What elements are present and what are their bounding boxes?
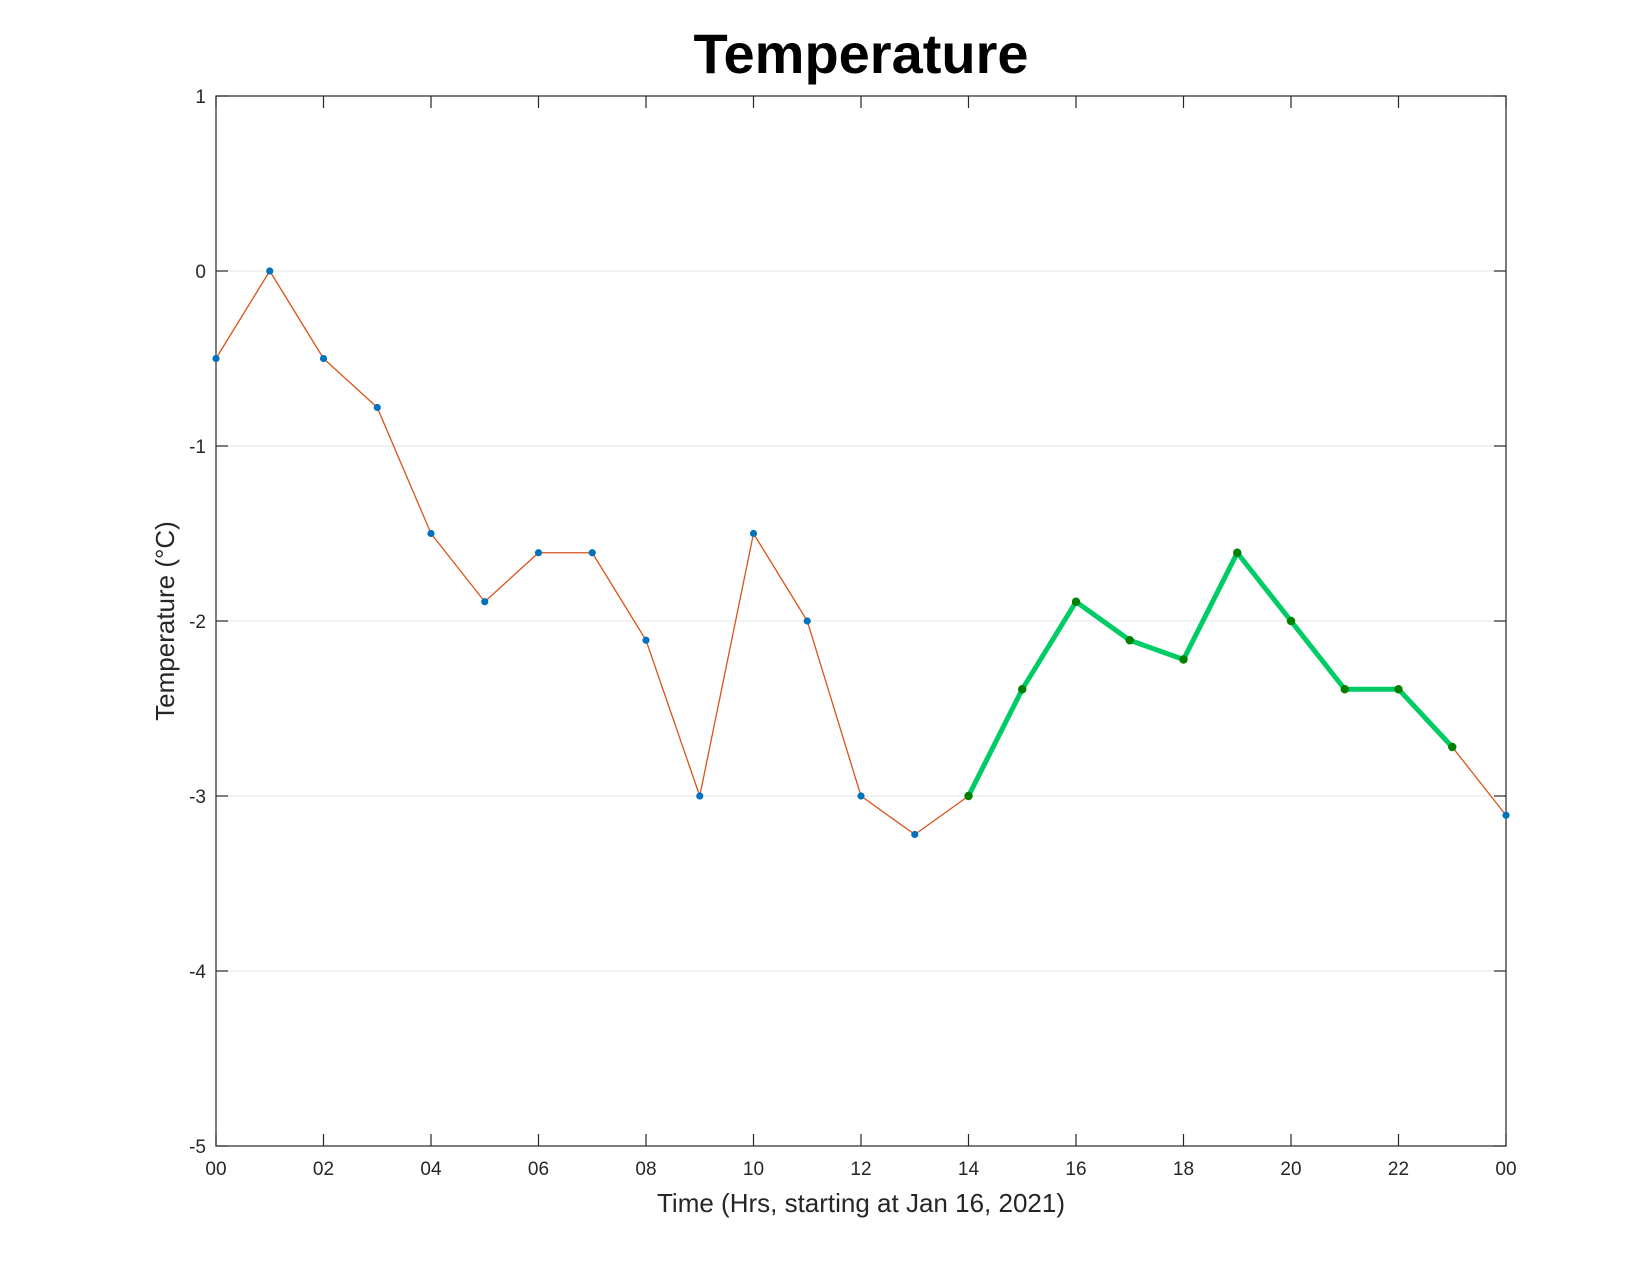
x-tick-label: 08 (635, 1159, 656, 1180)
highlighted-point (964, 791, 973, 801)
y-tick-label: -3 (189, 787, 206, 808)
grid-lines (216, 270, 1506, 972)
temperature-point (911, 830, 919, 839)
x-tick-label: 04 (420, 1159, 442, 1180)
axis-ticks: 10-1-2-3-4-500 02 04 06 08 10 12 14 16 18 20 22 00 (189, 87, 1516, 1180)
temperature-point (749, 529, 758, 538)
highlighted-point (1071, 597, 1081, 606)
y-axis-label: Temperature (°C) (150, 521, 180, 721)
y-tick-label: -2 (189, 612, 206, 633)
data-series (212, 267, 1510, 839)
temperature-point (534, 549, 543, 557)
y-tick-label: -4 (189, 962, 206, 983)
temperature-point (857, 792, 865, 800)
temperature-point (427, 529, 435, 538)
temperature-point (481, 598, 489, 606)
y-tick-label: 1 (195, 87, 206, 108)
x-tick-label: 12 (850, 1159, 871, 1180)
temperature-point (266, 267, 274, 275)
highlighted-point (1286, 616, 1296, 626)
y-tick-label: -5 (189, 1137, 206, 1158)
highlighted-point (1125, 636, 1134, 645)
temperature-point (212, 354, 220, 363)
chart-title: Temperature (693, 22, 1028, 85)
x-tick-label: 00 (1495, 1159, 1516, 1180)
y-tick-label: 0 (195, 262, 206, 283)
x-tick-label: 00 (205, 1159, 226, 1180)
highlighted-segment-line (966, 550, 1455, 798)
x-tick-label: 22 (1388, 1159, 1409, 1180)
y-tick-label: -1 (189, 437, 206, 458)
x-tick-label: 14 (958, 1159, 980, 1180)
temperature-point (642, 636, 650, 644)
highlighted-point (1448, 742, 1457, 752)
temperature-point (696, 792, 704, 800)
highlighted-point (1179, 655, 1188, 664)
temperature-point (803, 617, 811, 625)
highlighted-point (1394, 685, 1403, 694)
highlighted-point (1340, 685, 1349, 694)
temperature-point (319, 354, 328, 363)
x-tick-label: 18 (1173, 1159, 1194, 1180)
x-tick-label: 06 (528, 1159, 549, 1180)
highlighted-point (1233, 548, 1242, 557)
x-axis-label: Time (Hrs, starting at Jan 16, 2021) (657, 1188, 1065, 1218)
temperature-point (1502, 811, 1510, 819)
x-tick-label: 10 (743, 1159, 764, 1180)
x-tick-label: 20 (1280, 1159, 1301, 1180)
x-tick-label: 02 (313, 1159, 334, 1180)
temperature-point (373, 403, 381, 412)
x-tick-label: 16 (1065, 1159, 1086, 1180)
temperature-point (588, 549, 596, 557)
highlighted-point (1018, 685, 1027, 694)
